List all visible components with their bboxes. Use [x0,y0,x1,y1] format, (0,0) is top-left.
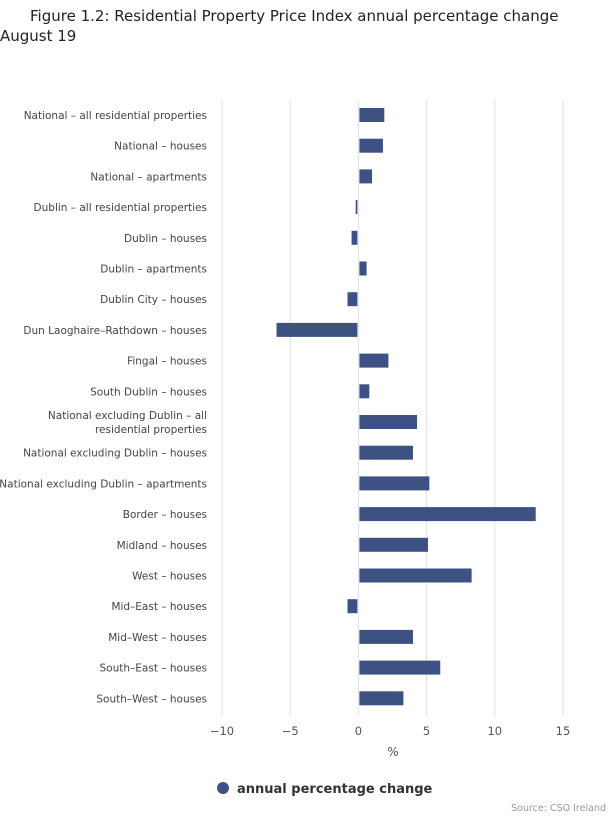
bar[interactable] [359,353,389,368]
bar[interactable] [359,445,413,460]
x-tick-label: 15 [556,724,571,738]
x-tick-label: −10 [210,724,234,738]
x-tick-label: 5 [423,724,430,738]
gridlines [221,100,564,716]
bar[interactable] [359,108,385,122]
bar[interactable] [276,322,358,337]
legend-marker-icon [217,782,229,794]
category-label: South Dublin – houses [90,386,207,398]
category-label: Dublin – all residential properties [34,202,207,214]
category-label: residential properties [95,424,207,436]
category-label: National – apartments [90,171,207,183]
category-label: Fingal – houses [127,356,207,368]
bar[interactable] [359,507,536,522]
bar[interactable] [359,261,367,276]
category-label: National excluding Dublin – apartments [0,478,207,490]
category-label: Mid–West – houses [108,632,207,644]
category-label: Dublin – apartments [100,264,207,276]
bar[interactable] [359,476,430,491]
category-label: National – all residential properties [24,110,207,122]
bar[interactable] [351,230,358,245]
category-label: Border – houses [123,509,207,521]
x-tick-label: −5 [282,724,299,738]
bars [276,108,536,706]
category-label: National excluding Dublin – houses [23,448,207,460]
category-label: National – houses [114,141,207,153]
category-label: National excluding Dublin – all [48,410,207,422]
bar[interactable] [359,629,413,644]
legend[interactable]: annual percentage change [217,782,433,797]
category-labels: National – all residential properties Nat… [0,110,207,705]
bar[interactable] [359,660,441,675]
category-label: Mid–East – houses [111,601,207,613]
category-label: Dublin City – houses [100,294,207,306]
bar[interactable] [359,691,404,706]
chart-title: Figure 1.2: Residential Property Price I… [0,7,559,45]
bar[interactable] [359,415,418,429]
category-label: Dun Laoghaire–Rathdown – houses [23,325,207,337]
bar[interactable] [359,138,383,153]
bar[interactable] [359,537,428,552]
bar[interactable] [347,292,358,307]
x-tick-labels: −10 −5 0 5 10 15 [210,724,570,738]
category-label: West – houses [132,571,207,583]
x-axis-label: % [387,745,398,759]
bar[interactable] [359,169,373,184]
legend-label[interactable]: annual percentage change [237,782,433,797]
bar[interactable] [359,384,370,399]
category-label: Dublin – houses [124,233,207,245]
category-label: South–East – houses [100,663,207,675]
x-tick-label: 10 [487,724,502,738]
bar[interactable] [347,599,358,614]
x-tick-label: 0 [355,724,362,738]
bar[interactable] [359,568,472,583]
category-label: South–West – houses [96,693,207,705]
source-credit: Source: CSO Ireland [511,803,606,814]
bar[interactable] [355,200,358,215]
category-label: Midland – houses [117,540,207,552]
